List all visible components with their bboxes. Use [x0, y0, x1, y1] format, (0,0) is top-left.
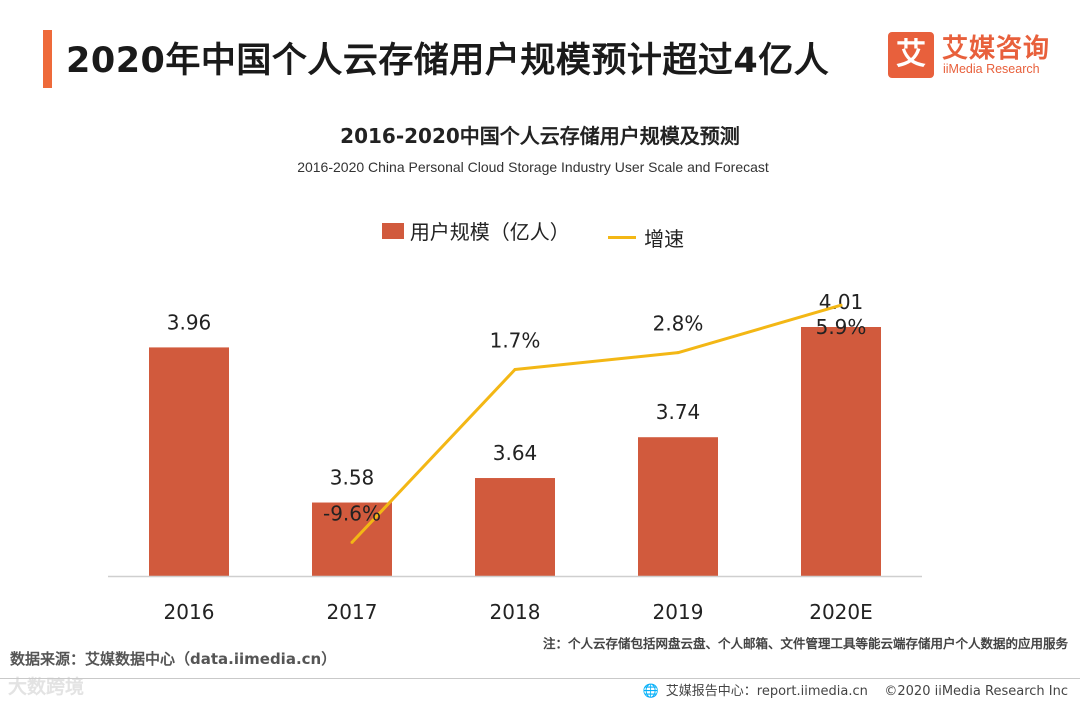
title-accent-bar [43, 30, 52, 88]
footer-bar: 🌐 艾媒报告中心：report.iimedia.cn ©2020 iiMedia… [642, 680, 1068, 699]
logo-chinese-name: 艾媒咨询 [942, 34, 1051, 64]
bar-value-label-2019: 3.74 [656, 400, 701, 424]
growth-label-2018: 1.7% [490, 329, 541, 353]
growth-point-2017 [350, 540, 354, 544]
x-tick-label-2017: 2017 [327, 600, 378, 624]
legend-label-users: 用户规模（亿人） [409, 220, 570, 244]
bar-value-label-2018: 3.64 [493, 441, 538, 465]
legend-item-growth: 增速 [608, 223, 684, 252]
growth-label-2019: 2.8% [653, 312, 704, 336]
growth-point-2019 [676, 351, 680, 355]
copyright: ©2020 iiMedia Research Inc [884, 684, 1068, 699]
globe-icon: 🌐 [642, 684, 659, 699]
chart-legend: 用户规模（亿人） 增速 [0, 216, 1066, 252]
bar-2016 [149, 347, 229, 576]
chart-subtitle: 2016-2020 China Personal Cloud Storage I… [297, 159, 769, 175]
growth-point-2018 [513, 368, 517, 371]
growth-label-2017: -9.6% [323, 501, 381, 525]
footnote: 注：个人云存储包括网盘云盘、个人邮箱、文件管理工具等能云端存储用户个人数据的应用… [542, 636, 1068, 651]
bar-2018 [475, 478, 555, 576]
report-center-link[interactable]: 艾媒报告中心：report.iimedia.cn [665, 684, 868, 699]
watermark: 大数跨境 [8, 676, 85, 698]
x-tick-label-2019: 2019 [653, 600, 704, 624]
bar-line-chart: 2016 2017 2018 2019 2020E3.963.583.643.744.0… [108, 290, 922, 624]
data-source: 数据来源：艾媒数据中心（data.iimedia.cn） [10, 650, 337, 668]
bar-2020E [801, 327, 881, 576]
growth-point-2020E [839, 303, 843, 307]
x-tick-label-2016: 2016 [164, 600, 215, 624]
logo-mark-icon: 艾 [888, 32, 934, 78]
growth-label-2020E: 5.9% [816, 315, 867, 339]
legend-bar-swatch-icon [381, 222, 404, 239]
footer-divider [0, 678, 1080, 679]
x-tick-label-2018: 2018 [490, 600, 541, 624]
x-tick-label-2020E: 2020E [809, 600, 873, 624]
legend-item-users: 用户规模（亿人） [381, 216, 570, 245]
legend-label-growth: 增速 [644, 226, 685, 251]
bar-value-label-2017: 3.58 [330, 466, 375, 490]
iimedia-logo: 艾 艾媒咨询 iiMedia Research [888, 30, 1063, 84]
bar-2019 [638, 437, 718, 576]
legend-line-swatch-icon [608, 235, 637, 239]
growth-rate-line [350, 303, 842, 544]
bar-value-label-2016: 3.96 [167, 310, 212, 334]
logo-english-name: iiMedia Research [943, 62, 1040, 76]
chart-title: 2016-2020中国个人云存储用户规模及预测 [340, 124, 740, 148]
page-title: 2020年中国个人云存储用户规模预计超过4亿人 [66, 41, 830, 81]
